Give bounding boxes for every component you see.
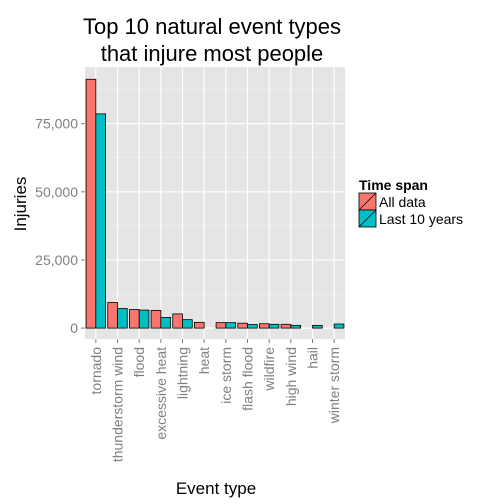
x-tick-label: tornado bbox=[88, 347, 104, 395]
y-tick-label: 25,000 bbox=[35, 252, 78, 268]
bar-all-data bbox=[259, 323, 270, 329]
legend-key-slash bbox=[358, 192, 377, 211]
x-axis-title: Event type bbox=[176, 479, 256, 498]
legend-title: Time span bbox=[359, 177, 428, 193]
x-axis-ticks: tornado thunderstorm wind flood excessive h… bbox=[88, 339, 342, 462]
plot-panel bbox=[85, 67, 345, 339]
y-axis-title: Injuries bbox=[11, 177, 30, 232]
y-tick-label: 0 bbox=[70, 320, 78, 336]
bar-all-data bbox=[150, 309, 162, 329]
bar-all-data bbox=[237, 322, 248, 329]
chart-title-line-1: Top 10 natural event types bbox=[83, 14, 341, 39]
bar-all-data bbox=[85, 78, 97, 329]
bars bbox=[85, 78, 345, 329]
bar-last-10-years bbox=[268, 323, 280, 329]
bar-last-10-years bbox=[312, 324, 323, 329]
y-tick-label: 50,000 bbox=[35, 184, 78, 200]
bar-last-10-years bbox=[160, 317, 171, 329]
x-tick-label: lightning bbox=[175, 347, 191, 399]
x-tick-label: flood bbox=[131, 347, 147, 377]
bar-all-data bbox=[129, 309, 140, 329]
legend-key-slash bbox=[358, 209, 377, 228]
bar-last-10-years bbox=[182, 319, 193, 329]
bar-last-10-years bbox=[247, 324, 258, 329]
grid-lines bbox=[85, 67, 345, 339]
x-tick-label: winter storm bbox=[326, 347, 342, 424]
bar-all-data bbox=[172, 313, 183, 329]
bar-last-10-years bbox=[225, 322, 236, 329]
legend-label-last-10-years: Last 10 years bbox=[379, 211, 463, 227]
bar-last-10-years bbox=[333, 323, 345, 329]
x-tick-label: excessive heat bbox=[153, 347, 169, 440]
bar-all-data bbox=[194, 321, 205, 329]
x-tick-label: high wind bbox=[283, 347, 299, 406]
y-tick-label: 75,000 bbox=[35, 116, 78, 132]
x-tick-label: ice storm bbox=[218, 347, 234, 404]
x-tick-label: flash flood bbox=[240, 347, 256, 411]
bar-all-data bbox=[280, 323, 292, 329]
bar-last-10-years bbox=[95, 113, 106, 329]
bar-all-data bbox=[107, 302, 118, 329]
bar-last-10-years bbox=[290, 324, 301, 329]
bar-last-10-years bbox=[138, 309, 150, 329]
bar-all-data bbox=[215, 322, 227, 329]
x-tick-label: heat bbox=[196, 347, 212, 374]
bar-last-10-years bbox=[117, 308, 128, 329]
x-tick-label: hail bbox=[305, 347, 321, 369]
legend-label-all-data: All data bbox=[379, 194, 426, 210]
x-tick-label: thunderstorm wind bbox=[110, 347, 126, 462]
chart-title-line-2: that injure most people bbox=[101, 41, 324, 66]
y-axis-ticks: 0 25,000 50,000 75,000 bbox=[35, 116, 85, 336]
x-tick-label: wildfire bbox=[261, 347, 277, 392]
